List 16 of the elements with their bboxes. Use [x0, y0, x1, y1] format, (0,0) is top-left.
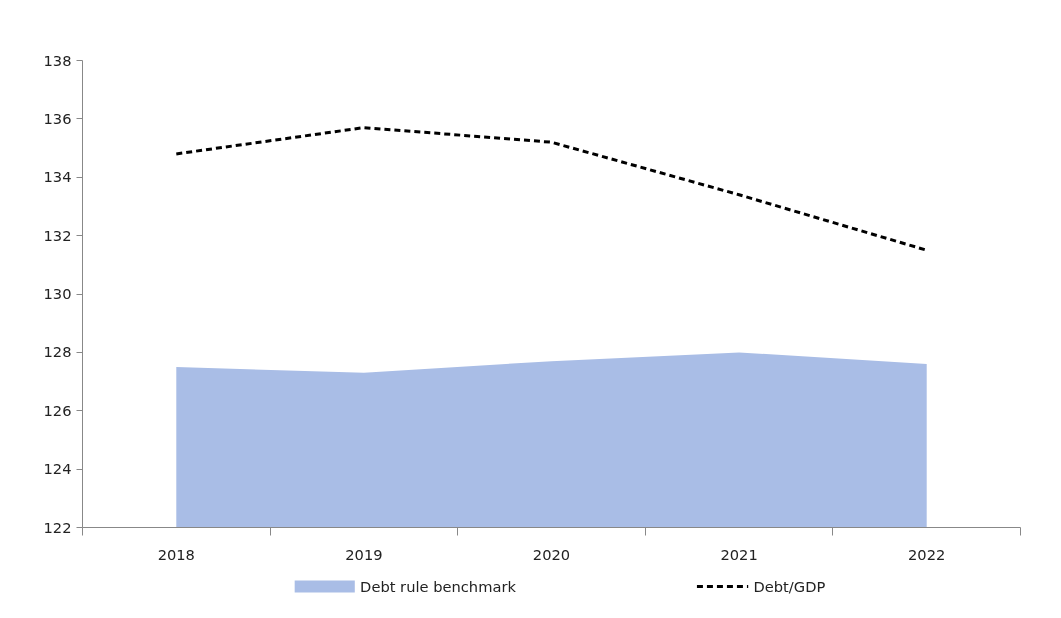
- x-tick-label: 2020: [532, 545, 571, 563]
- y-tick-label: 132: [43, 226, 72, 244]
- y-tick-label: 134: [43, 168, 72, 186]
- y-tick-label: 126: [43, 401, 72, 419]
- y-tick-label: 124: [43, 460, 72, 478]
- x-tick-label: 2019: [345, 545, 383, 563]
- y-tick-label: 138: [43, 51, 72, 69]
- y-tick-label: 136: [43, 109, 72, 127]
- x-tick-label: 2022: [908, 545, 946, 563]
- y-tick-label: 128: [43, 343, 72, 361]
- legend-label: Debt rule benchmark: [360, 578, 517, 595]
- y-tick-label: 122: [43, 518, 72, 536]
- x-tick-label: 2021: [720, 545, 758, 563]
- legend-label: Debt/GDP: [753, 578, 826, 595]
- y-tick-label: 130: [43, 285, 72, 302]
- x-tick-label: 2018: [157, 545, 195, 563]
